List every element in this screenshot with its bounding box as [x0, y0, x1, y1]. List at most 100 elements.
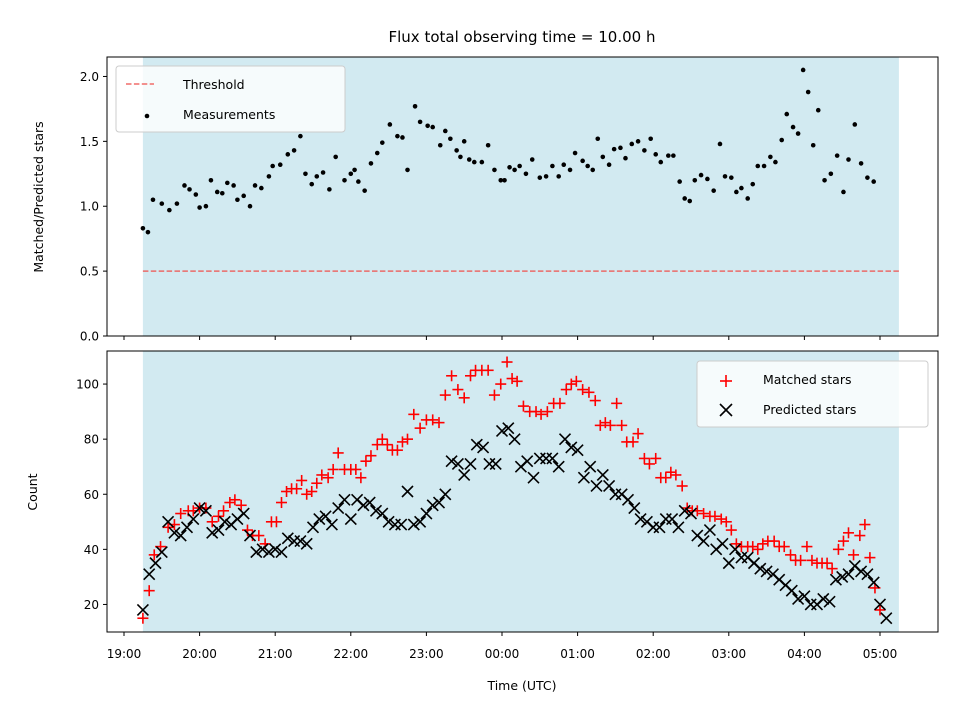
predicted-star-point [558, 433, 572, 446]
measurement-point [642, 148, 647, 153]
measurement-point [348, 171, 354, 177]
count-y-tick-label: 40 [84, 543, 99, 557]
matched-star-point [632, 428, 644, 440]
measurement-point [159, 201, 165, 206]
matched-star-point [501, 356, 513, 368]
measurement-point [517, 163, 522, 169]
predicted-star-point [571, 444, 584, 457]
matched-star-point [560, 384, 572, 396]
measurement-point [858, 161, 864, 166]
measurement-point [167, 207, 172, 213]
measurement-point [585, 163, 590, 169]
measurement-point [561, 162, 567, 168]
matched-star-point [296, 474, 308, 486]
measurement-point [145, 229, 151, 235]
matched-star-point [482, 364, 494, 376]
matched-star-point [143, 585, 155, 597]
measurement-point [425, 123, 430, 129]
predicted-star-point [250, 546, 263, 559]
ratio-y-tick-label: 1.0 [80, 200, 99, 214]
matched-star-point [594, 419, 606, 431]
ratio-y-axis-label: Matched/Predicted stars [31, 121, 46, 272]
count-y-tick-label: 80 [84, 433, 99, 447]
x-tick-label: 20:00 [182, 647, 217, 661]
count-y-tick-label: 60 [84, 488, 99, 502]
measurement-point [550, 163, 555, 169]
matched-star-point [206, 516, 218, 528]
predicted-star-point [451, 457, 464, 471]
measurement-point [320, 170, 326, 175]
measurement-point [784, 111, 790, 117]
matched-star-point [864, 552, 876, 564]
predicted-star-point [722, 557, 735, 570]
measurement-point [556, 174, 561, 179]
measurement-point [567, 167, 573, 173]
matched-star-point [848, 549, 860, 561]
predicted-star-point [489, 457, 502, 471]
predicted-star-point [262, 546, 275, 559]
matched-star-point [854, 530, 866, 542]
matched-star-point [670, 469, 682, 481]
ratio-plot-frame [106, 56, 939, 337]
predicted-star-point [193, 501, 206, 515]
predicted-star-point [552, 460, 565, 473]
matched-star-point [488, 389, 500, 401]
predicted-star-point [527, 471, 540, 484]
measurement-point [479, 159, 485, 165]
matched-star-point [837, 535, 849, 547]
measurement-point [387, 122, 393, 127]
measurement-point [443, 128, 448, 134]
matched-star-point [311, 477, 323, 489]
measurement-point [150, 197, 156, 203]
measurement-point [629, 141, 635, 147]
measurement-point [342, 177, 347, 183]
predicted-star-point [508, 433, 521, 446]
measurement-point [648, 136, 653, 142]
matched-star-point [360, 455, 372, 467]
measurement-point [309, 181, 315, 187]
matched-star-point [162, 521, 174, 533]
matched-star-point [452, 384, 464, 396]
measurement-point [717, 141, 723, 147]
measurement-point [729, 175, 734, 180]
matched-star-point [322, 472, 334, 484]
matched-star-point [253, 530, 265, 542]
predicted-star-point [136, 603, 149, 617]
predicted-star-point [754, 562, 767, 575]
predicted-star-point [873, 598, 887, 611]
measurement-point [231, 183, 236, 188]
matched-star-point [859, 519, 871, 531]
matched-star-point [458, 392, 470, 404]
predicted-star-point [495, 424, 509, 437]
predicted-star-point [785, 584, 798, 597]
measurement-point [739, 185, 744, 191]
matched-legend-marker [720, 375, 732, 387]
matched-star-point [826, 563, 838, 575]
measurement-point [458, 154, 463, 160]
predicted-star-point [363, 496, 376, 509]
measurement-point [368, 161, 374, 166]
x-tick-label: 23:00 [409, 647, 444, 661]
predicted-star-point [621, 493, 635, 506]
predicted-star-point [577, 471, 590, 484]
matched-star-point [224, 497, 236, 509]
predicted-star-point [716, 537, 729, 550]
measurement-point [750, 181, 756, 187]
matched-star-point [725, 524, 737, 536]
x-tick-label: 04:00 [787, 647, 822, 661]
measurement-point [405, 167, 410, 173]
measurement-point [755, 163, 761, 169]
count-y-tick-label: 20 [84, 598, 99, 612]
ratio-y-tick-label: 1.5 [80, 135, 99, 149]
matched-star-point [698, 508, 710, 520]
measurement-point [247, 203, 253, 209]
matched-star-point [768, 535, 780, 547]
matched-star-point [137, 612, 149, 624]
measurement-point [182, 183, 187, 188]
matched-star-point [589, 395, 601, 407]
matched-star-point [554, 397, 566, 409]
measurement-point [698, 172, 704, 178]
predicted-star-point [596, 468, 609, 482]
count-legend-box [696, 360, 929, 428]
matched-star-point [599, 417, 611, 429]
